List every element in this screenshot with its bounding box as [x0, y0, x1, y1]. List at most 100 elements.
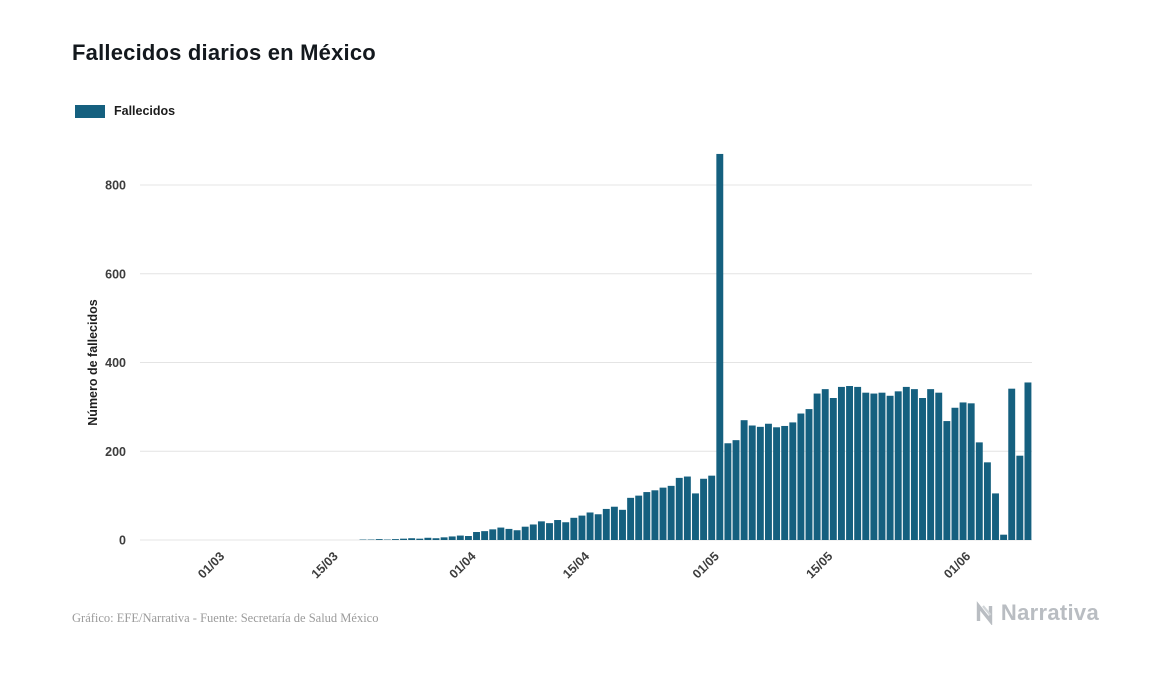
legend-label: Fallecidos: [114, 104, 176, 118]
y-tick-label: 800: [105, 179, 126, 193]
bar: [781, 425, 789, 540]
x-tick-label: 15/05: [803, 549, 835, 581]
legend-swatch-fallecidos: [75, 104, 105, 118]
x-tick-label: 15/04: [560, 549, 592, 581]
bar: [497, 527, 505, 540]
bar: [959, 402, 967, 540]
bar: [513, 530, 521, 540]
bar: [894, 391, 902, 540]
y-tick-label: 200: [105, 445, 126, 459]
x-tick-label: 01/06: [941, 549, 973, 581]
bar: [805, 409, 813, 540]
bar: [740, 420, 748, 540]
bar: [659, 487, 667, 540]
bar: [992, 493, 999, 540]
bar: [578, 515, 586, 540]
bar: [967, 403, 975, 540]
bar: [983, 462, 991, 540]
bar: [416, 538, 424, 540]
bar: [432, 538, 440, 540]
bar: [627, 497, 635, 540]
bar: [546, 523, 553, 540]
bar: [456, 535, 464, 540]
x-tick-label: 01/05: [690, 549, 722, 581]
bar: [724, 443, 732, 540]
bar: [375, 539, 383, 540]
source-credit: Gráfico: EFE/Narrativa - Fuente: Secreta…: [72, 611, 379, 625]
bar: [594, 514, 602, 540]
bar: [521, 526, 529, 540]
bar: [756, 426, 764, 540]
bar: [813, 393, 821, 540]
bar: [870, 393, 878, 540]
bar: [765, 423, 772, 540]
bar: [570, 517, 578, 540]
narrativa-logo: Narrativa: [974, 600, 1099, 626]
bar: [675, 477, 683, 541]
bar: [1008, 388, 1016, 540]
bar: [683, 476, 691, 540]
bar: [554, 520, 562, 540]
bar: [667, 485, 675, 540]
bar: [943, 421, 951, 540]
bar: [643, 492, 651, 540]
legend: Fallecidos: [75, 104, 175, 118]
bar: [424, 537, 432, 540]
bar: [886, 395, 894, 540]
bar: [821, 389, 829, 541]
page-title: Fallecidos diarios en México: [72, 40, 376, 65]
x-tick-label: 01/04: [447, 549, 479, 581]
x-tick-label: 15/03: [309, 549, 341, 581]
bar: [902, 386, 910, 540]
bar: [489, 529, 497, 540]
bar: [935, 392, 943, 540]
bar: [464, 536, 472, 540]
bar: [829, 398, 837, 540]
bar: [773, 427, 781, 540]
bar: [1024, 382, 1032, 540]
bar: [789, 422, 797, 540]
bar: [619, 509, 626, 540]
bar: [1016, 455, 1024, 540]
bar: [854, 386, 862, 540]
bar: [927, 389, 935, 541]
bar: [700, 478, 708, 540]
brand-wordmark: Narrativa: [1000, 600, 1099, 625]
bar: [481, 531, 489, 541]
bar: [846, 386, 853, 540]
bar: [505, 528, 513, 540]
y-tick-label: 0: [119, 534, 126, 548]
bar: [748, 425, 756, 540]
bar: [919, 398, 926, 540]
bar: [910, 389, 918, 541]
narrativa-icon: [976, 601, 993, 625]
bar: [610, 506, 618, 540]
x-tick-label: 01/03: [195, 549, 227, 581]
bar: [448, 536, 456, 540]
bar: [440, 537, 448, 540]
bar: [391, 539, 399, 540]
bar: [602, 508, 610, 540]
bar: [537, 521, 545, 540]
bar: [562, 522, 570, 540]
bar: [716, 153, 724, 540]
bar: [837, 386, 845, 540]
bar: [797, 413, 805, 540]
y-tick-label: 400: [105, 356, 126, 370]
bar: [951, 407, 959, 540]
bar: [586, 512, 594, 540]
bar: [732, 440, 740, 540]
y-tick-label: 600: [105, 267, 126, 281]
bar: [651, 490, 659, 540]
bar: [975, 442, 983, 541]
bar: [862, 392, 870, 540]
bar: [408, 538, 416, 540]
bar-chart: 0 200 400 600 800 01/03 15/03 01/04 15/04 01/05 15…: [86, 153, 1032, 581]
bar: [708, 475, 716, 540]
bar: [473, 532, 480, 540]
bar: [529, 524, 537, 540]
y-axis-title: Número de fallecidos: [86, 299, 100, 425]
bar: [878, 392, 886, 540]
bar: [635, 495, 643, 541]
bar: [692, 493, 699, 540]
